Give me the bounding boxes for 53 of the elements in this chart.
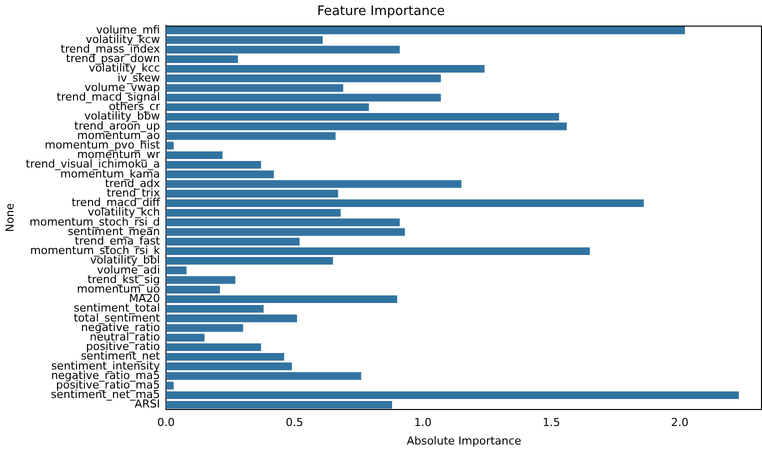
- chart-title: Feature Importance: [317, 4, 445, 20]
- bar: [166, 208, 341, 217]
- bar: [166, 180, 462, 188]
- bar: [166, 334, 205, 342]
- bar: [166, 112, 560, 121]
- bar: [166, 247, 590, 256]
- y-tick-label: volatility_bbw: [84, 110, 160, 123]
- bar: [166, 46, 400, 54]
- bar: [166, 266, 187, 274]
- x-tick-label: 0.5: [286, 416, 304, 430]
- bar: [166, 160, 262, 169]
- bar: [166, 151, 223, 160]
- bar: [166, 132, 336, 140]
- bar: [166, 74, 441, 82]
- x-tick-label: 2.0: [671, 416, 689, 430]
- bar: [166, 352, 284, 361]
- bar: [166, 314, 298, 322]
- x-tick-label: 1.0: [414, 416, 432, 430]
- bar: [166, 400, 392, 409]
- bar: [166, 64, 485, 73]
- bar: [166, 218, 400, 226]
- x-tick-label: 0.0: [157, 416, 175, 430]
- bar: [166, 142, 174, 150]
- bar: [166, 324, 244, 332]
- bar: [166, 276, 236, 284]
- bar: [166, 304, 264, 313]
- y-tick-label: trend_kst_sig: [88, 272, 160, 286]
- x-tick-label: 1.5: [542, 416, 560, 430]
- y-tick-label: trend_visual_ichimoku_a: [26, 158, 160, 171]
- bar: [166, 199, 644, 208]
- bar: [166, 295, 398, 304]
- y-axis-title: None: [3, 203, 16, 232]
- bar: [166, 382, 174, 390]
- bar: [166, 372, 362, 380]
- bar: [166, 228, 405, 236]
- bar: [166, 190, 338, 198]
- bar: [166, 55, 238, 64]
- bar: [166, 170, 274, 178]
- bar: [166, 94, 441, 102]
- bar: [166, 256, 333, 265]
- bar: [166, 103, 369, 112]
- bar: [166, 238, 300, 246]
- bar: [166, 84, 344, 92]
- y-tick-label: volume_vwap: [84, 80, 160, 94]
- x-axis-title: Absolute Importance: [406, 434, 522, 448]
- bar: [166, 362, 292, 370]
- bar: [166, 391, 739, 400]
- bar: [166, 343, 262, 352]
- y-tick-label: momentum_pvo_hist: [44, 138, 161, 152]
- bar: [166, 122, 567, 130]
- bar: [166, 286, 220, 294]
- bar: [166, 26, 685, 34]
- bar: [166, 36, 323, 44]
